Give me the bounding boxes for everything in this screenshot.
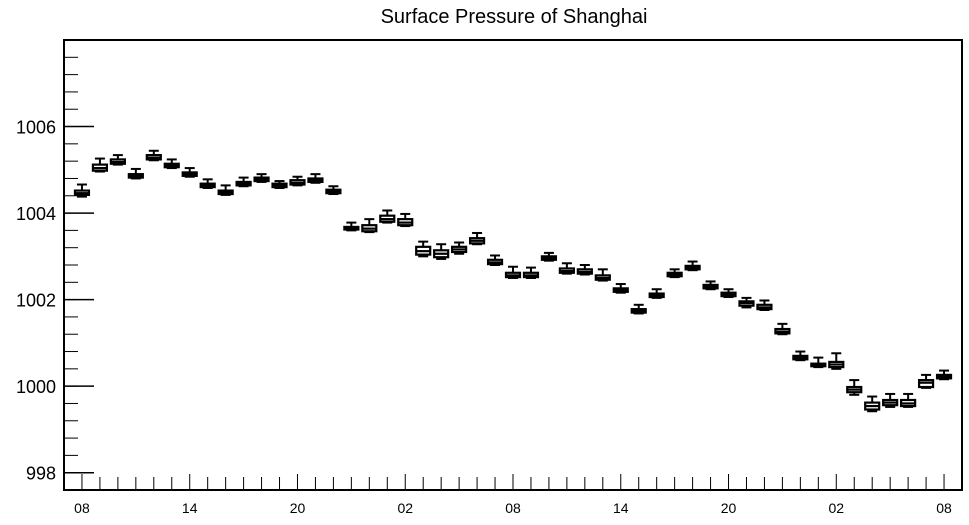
box-plot xyxy=(917,373,935,389)
box-plot xyxy=(235,176,252,188)
box-plot xyxy=(433,243,450,260)
box-plot xyxy=(648,288,665,299)
box-plot xyxy=(271,180,288,189)
box-plot xyxy=(576,264,593,276)
box-plot xyxy=(522,266,540,279)
chart-title: Surface Pressure of Shanghai xyxy=(381,6,648,28)
box-plot xyxy=(935,369,953,381)
y-tick-label: 1002 xyxy=(16,291,56,311)
x-tick-label: 14 xyxy=(613,500,629,516)
box-plot xyxy=(181,167,198,178)
box-plot xyxy=(684,260,701,272)
x-tick-label: 20 xyxy=(721,500,737,516)
box-plot xyxy=(217,184,234,196)
box-plot xyxy=(397,212,414,228)
box-plot xyxy=(325,185,342,196)
box-plot xyxy=(630,303,647,315)
box-plot xyxy=(810,356,827,369)
x-tick-label: 08 xyxy=(936,500,952,516)
box-plot xyxy=(540,251,558,262)
x-tick-label: 02 xyxy=(828,500,844,516)
y-tick-label: 1004 xyxy=(16,204,56,224)
x-tick-label: 14 xyxy=(182,500,198,516)
box-plot xyxy=(900,392,917,408)
x-tick-label: 08 xyxy=(505,500,521,516)
box-plot xyxy=(558,262,575,275)
box-plot xyxy=(594,268,611,282)
box-plot xyxy=(774,322,791,336)
box-plot xyxy=(343,221,360,232)
box-plot xyxy=(361,218,378,234)
box-plot xyxy=(199,178,216,189)
box-plot xyxy=(738,296,755,309)
box-plot xyxy=(73,183,91,198)
box-plot xyxy=(828,352,845,370)
box-plot xyxy=(145,149,162,162)
box-plot xyxy=(253,173,270,183)
box-plot xyxy=(451,241,468,255)
y-tick-label: 998 xyxy=(26,464,56,484)
box-plot xyxy=(468,231,486,246)
box-plot xyxy=(702,280,719,291)
x-tick-label: 20 xyxy=(290,500,306,516)
box-plot xyxy=(864,395,881,413)
box-plot xyxy=(504,265,522,279)
x-tick-label: 02 xyxy=(397,500,413,516)
box-plot xyxy=(720,288,737,299)
box-plot xyxy=(882,392,899,408)
box-plot xyxy=(666,268,683,279)
box-plot xyxy=(91,157,109,173)
box-plot xyxy=(379,209,396,224)
axis-layer: 998 1000 1002 1004 1006 08 14 20 02 08 14 20 02 08 xyxy=(16,39,952,516)
y-tick-label: 1006 xyxy=(16,118,56,138)
box-plot xyxy=(486,254,504,266)
box-plot xyxy=(127,167,144,180)
box-plot xyxy=(612,283,629,294)
x-tick-label: 08 xyxy=(74,500,90,516)
boxes-layer xyxy=(73,149,953,413)
box-plot xyxy=(109,154,126,166)
box-plot xyxy=(289,175,306,187)
box-plot xyxy=(792,350,809,362)
box-plot xyxy=(415,240,432,258)
plot-frame xyxy=(63,39,963,491)
box-plot xyxy=(307,173,324,184)
y-tick-label: 1000 xyxy=(16,377,56,397)
box-plot xyxy=(846,379,863,396)
box-plot xyxy=(163,158,180,170)
box-plot xyxy=(756,299,773,311)
